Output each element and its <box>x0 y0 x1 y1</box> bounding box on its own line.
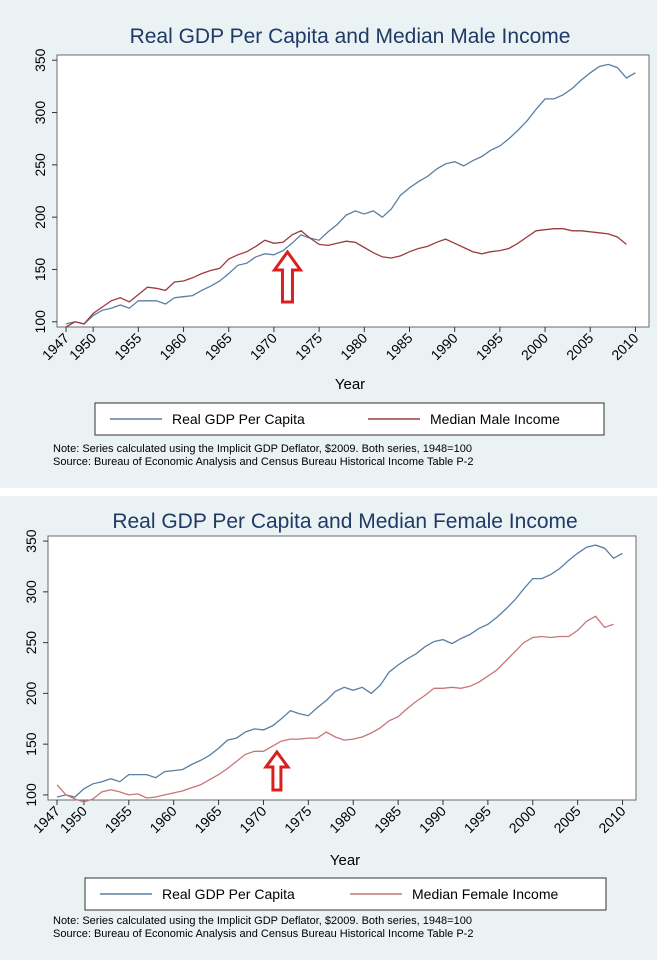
y-tick-label: 200 <box>32 205 48 229</box>
legend-label-female: Median Female Income <box>412 886 559 902</box>
chart-source: Source: Bureau of Economic Analysis and … <box>53 928 473 940</box>
chart-note: Note: Series calculated using the Implic… <box>53 915 472 927</box>
x-tick-label: 1970 <box>247 330 280 363</box>
x-tick-label: 1990 <box>416 803 449 836</box>
chart-title: Real GDP Per Capita and Median Female In… <box>112 510 577 533</box>
y-tick-label: 150 <box>32 258 48 282</box>
plot-area <box>47 535 637 801</box>
x-tick-label: 1990 <box>427 330 460 363</box>
x-tick-label: 2010 <box>595 803 628 836</box>
y-tick-label: 100 <box>32 310 48 334</box>
x-tick-label: 1960 <box>156 330 189 363</box>
x-tick-label: 1947 <box>30 803 63 836</box>
x-tick-label: 2005 <box>550 803 583 836</box>
x-tick-label: 2005 <box>563 330 596 363</box>
legend <box>94 402 605 436</box>
plot-area <box>56 54 650 328</box>
x-tick-label: 1960 <box>146 803 179 836</box>
chart-panel-male: Real GDP Per Capita and Median Male Inco… <box>0 0 657 488</box>
x-tick-label: 2000 <box>506 803 539 836</box>
series-line-median-female-income <box>56 615 614 803</box>
y-tick-label: 350 <box>32 48 48 72</box>
x-tick-label: 1950 <box>66 330 99 363</box>
legend-label-male: Median Male Income <box>430 411 560 427</box>
y-tick-label: 200 <box>23 681 39 705</box>
series-lines <box>56 544 623 803</box>
chart-female-income: Real GDP Per Capita and Median Female In… <box>23 510 637 940</box>
legend-label-gdp: Real GDP Per Capita <box>172 411 305 427</box>
chart-title: Real GDP Per Capita and Median Male Inco… <box>130 25 571 48</box>
x-tick-label: 1947 <box>39 330 72 363</box>
legend <box>84 877 607 911</box>
legend-label-gdp: Real GDP Per Capita <box>162 886 295 902</box>
y-tick-label: 350 <box>23 529 39 553</box>
x-tick-label: 1950 <box>57 803 90 836</box>
x-axis-label: Year <box>330 852 360 869</box>
annotation-arrow <box>271 249 304 304</box>
series-line-median-male-income <box>65 228 627 328</box>
x-tick-label: 1985 <box>371 803 404 836</box>
panel-divider <box>0 488 657 496</box>
x-tick-label: 1965 <box>191 803 224 836</box>
y-tick-label: 250 <box>32 153 48 177</box>
x-tick-label: 1985 <box>382 330 415 363</box>
x-tick-label: 1995 <box>461 803 494 836</box>
x-tick-label: 1965 <box>202 330 235 363</box>
x-tick-label: 1975 <box>292 330 325 363</box>
x-tick-label: 2000 <box>518 330 551 363</box>
x-tick-label: 1970 <box>236 803 269 836</box>
y-tick-label: 150 <box>23 732 39 756</box>
x-tick-label: 1955 <box>102 803 135 836</box>
y-tick-label: 100 <box>23 783 39 807</box>
arrow-up-icon <box>271 249 304 304</box>
chart-male-income: Real GDP Per Capita and Median Male Inco… <box>32 25 650 468</box>
x-tick-label: 2010 <box>608 330 641 363</box>
y-tick-label: 300 <box>23 580 39 604</box>
x-axis-label: Year <box>335 376 365 393</box>
series-line-real-gdp-per-capita <box>65 63 636 325</box>
arrow-up-icon <box>262 749 291 792</box>
y-tick-label: 300 <box>32 101 48 125</box>
x-tick-label: 1980 <box>337 330 370 363</box>
series-lines <box>65 63 636 328</box>
chart-note: Note: Series calculated using the Implic… <box>53 443 472 455</box>
y-axis: 100 150 200 250 300 350 <box>23 529 48 807</box>
y-tick-label: 250 <box>23 631 39 655</box>
x-tick-label: 1995 <box>473 330 506 363</box>
chart-source: Source: Bureau of Economic Analysis and … <box>53 456 473 468</box>
series-line-real-gdp-per-capita <box>56 544 623 798</box>
annotation-arrow <box>262 749 291 792</box>
x-tick-label: 1975 <box>281 803 314 836</box>
x-tick-label: 1980 <box>326 803 359 836</box>
y-axis: 100 150 200 250 300 350 <box>32 48 57 333</box>
x-tick-label: 1955 <box>111 330 144 363</box>
chart-panel-female: Real GDP Per Capita and Median Female In… <box>0 496 657 960</box>
